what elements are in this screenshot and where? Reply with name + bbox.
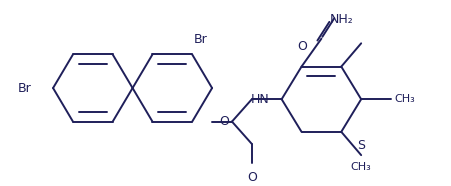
Text: Br: Br	[193, 33, 207, 46]
Text: O: O	[247, 171, 257, 184]
Text: HN: HN	[251, 93, 270, 106]
Text: O: O	[298, 40, 308, 53]
Text: S: S	[357, 139, 365, 152]
Text: O: O	[219, 115, 229, 128]
Text: CH₃: CH₃	[394, 94, 415, 104]
Text: NH₂: NH₂	[329, 13, 353, 25]
Text: Br: Br	[18, 81, 31, 94]
Text: CH₃: CH₃	[351, 162, 372, 172]
